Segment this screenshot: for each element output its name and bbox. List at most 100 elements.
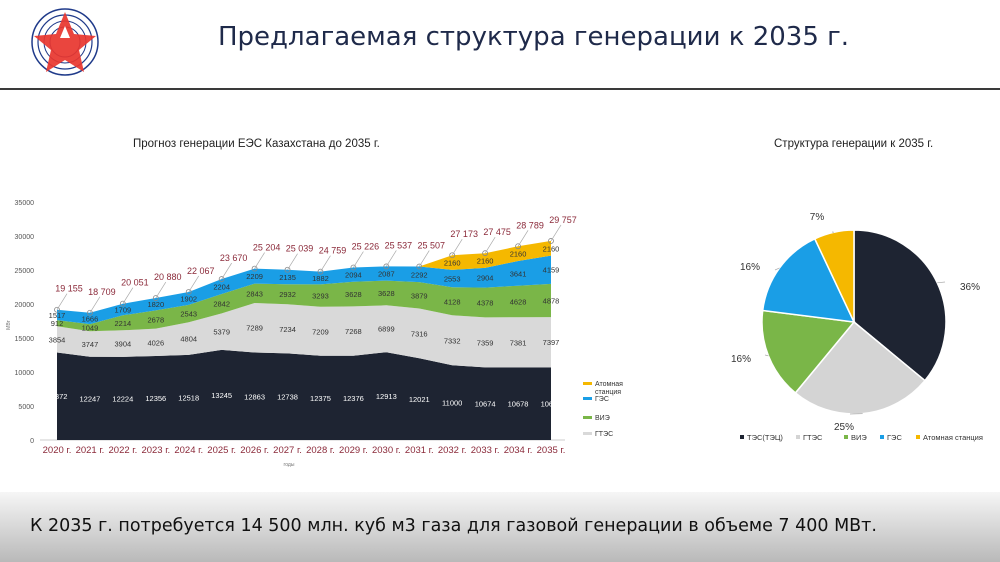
data-label-ges: 1666 (82, 314, 99, 323)
data-label-ges: 1820 (147, 300, 164, 309)
area-series-gtes (57, 303, 551, 368)
x-tick-label: 2025 г. (207, 445, 236, 456)
data-label-gtes: 7397 (543, 338, 560, 347)
total-label: 25 537 (385, 240, 413, 250)
data-label-ges: 1709 (115, 305, 132, 314)
x-tick-label: 2021 г. (76, 445, 105, 456)
data-label-vie: 4878 (543, 296, 560, 305)
data-label-vie: 2214 (115, 319, 132, 328)
data-label-vie: 2843 (246, 289, 263, 298)
total-label: 28 789 (516, 220, 544, 230)
y-tick-label: 5000 (18, 404, 34, 411)
x-tick-label: 2028 г. (306, 445, 335, 456)
data-label-ges: 2087 (378, 270, 395, 279)
y-axis-label: МВт (6, 319, 12, 329)
data-label-tes: 12738 (277, 393, 298, 402)
pie-chart-title: Структура генерации к 2035 г. (774, 138, 934, 150)
total-marker (317, 268, 324, 275)
data-label-vie: 2932 (279, 290, 296, 299)
header-divider (0, 88, 1000, 90)
legend-label: станция (595, 389, 621, 396)
data-label-vie: 2678 (147, 315, 164, 324)
university-star-logo-icon (31, 8, 99, 76)
total-leader-line (550, 224, 562, 242)
legend-swatch (583, 382, 592, 385)
x-tick-label: 2032 г. (438, 445, 467, 456)
x-tick-label: 2033 г. (471, 445, 500, 456)
total-marker (482, 250, 489, 257)
y-tick-label: 15000 (15, 336, 35, 343)
data-label-ges: 1902 (180, 294, 197, 303)
data-label-gtes: 5379 (213, 328, 230, 337)
total-leader-line (353, 251, 364, 268)
pie-slice-vie (761, 309, 856, 394)
total-leader-line (517, 230, 529, 247)
data-label-vie: 4378 (477, 298, 494, 307)
y-tick-label: 20000 (15, 302, 35, 309)
data-label-vie: 3628 (345, 290, 362, 299)
x-tick-label: 2024 г. (174, 445, 203, 456)
total-marker (251, 265, 258, 272)
pie-value-label: 16% (740, 262, 760, 273)
legend-label: ГТЭС (595, 431, 613, 438)
area-series-ges (57, 255, 551, 325)
data-label-ges: 1882 (312, 274, 329, 283)
total-label: 22 067 (187, 266, 215, 276)
x-tick-label: 2027 г. (273, 445, 302, 456)
data-label-gtes: 4026 (147, 338, 164, 347)
data-label-ges: 3641 (510, 269, 527, 278)
x-tick-label: 2026 г. (240, 445, 269, 456)
total-label: 20 880 (154, 272, 182, 282)
data-label-nuclear: 2160 (543, 244, 560, 253)
data-label-tes: 10674 (475, 400, 496, 409)
x-tick-label: 2023 г. (141, 445, 170, 456)
x-tick-label: 2029 г. (339, 445, 368, 456)
data-label-tes: 12356 (145, 394, 166, 403)
data-label-tes: 10683 (541, 400, 562, 409)
pie-value-label: 7% (810, 212, 825, 223)
data-label-tes: 12913 (376, 392, 397, 401)
data-label-gtes: 3747 (82, 340, 99, 349)
data-label-ges: 1517 (49, 311, 66, 320)
pie-value-label: 36% (960, 282, 980, 293)
data-label-tes: 13245 (211, 391, 232, 400)
total-marker (218, 276, 225, 282)
legend-swatch (583, 416, 592, 419)
total-leader-line (221, 262, 232, 280)
data-label-gtes: 4804 (180, 335, 197, 344)
data-label-vie: 2543 (180, 310, 197, 319)
data-label-gtes: 7332 (444, 336, 461, 345)
data-label-ges: 4159 (543, 266, 560, 275)
pie-legend-label: ТЭС(ТЭЦ) (747, 433, 783, 442)
data-label-tes: 12863 (244, 392, 265, 401)
total-marker (548, 238, 554, 244)
data-label-gtes: 3904 (115, 340, 132, 349)
y-tick-label: 0 (30, 438, 34, 445)
y-tick-label: 30000 (15, 234, 35, 241)
pie-slice-gtes (794, 320, 926, 415)
total-label: 18 709 (88, 287, 116, 297)
total-label: 25 226 (352, 242, 380, 252)
data-label-gtes: 7359 (477, 338, 494, 347)
total-leader-line (188, 275, 200, 293)
y-tick-label: 35000 (15, 200, 35, 207)
area-series-tes (57, 349, 551, 440)
footer-banner: К 2035 г. потребуется 14 500 млн. куб м3… (0, 492, 1000, 562)
data-label-tes: 12872 (47, 392, 68, 401)
data-label-vie: 4128 (444, 297, 461, 306)
data-label-ges: 2209 (246, 272, 263, 281)
pie-leader-line (764, 354, 769, 357)
legend-label: Атомная (595, 381, 623, 388)
data-label-tes: 11000 (442, 399, 462, 408)
pie-leader-line (774, 267, 780, 271)
x-tick-label: 2030 г. (372, 445, 401, 456)
x-tick-label: 2035 г. (537, 445, 566, 456)
x-tick-label: 2022 г. (109, 445, 138, 456)
total-label: 20 051 (121, 278, 149, 288)
data-label-tes: 12224 (112, 394, 133, 403)
x-tick-label: 2034 г. (504, 445, 533, 456)
total-leader-line (386, 250, 397, 267)
total-leader-line (122, 287, 134, 304)
x-tick-label: 2020 г. (43, 445, 72, 456)
total-label: 25 204 (253, 243, 281, 253)
